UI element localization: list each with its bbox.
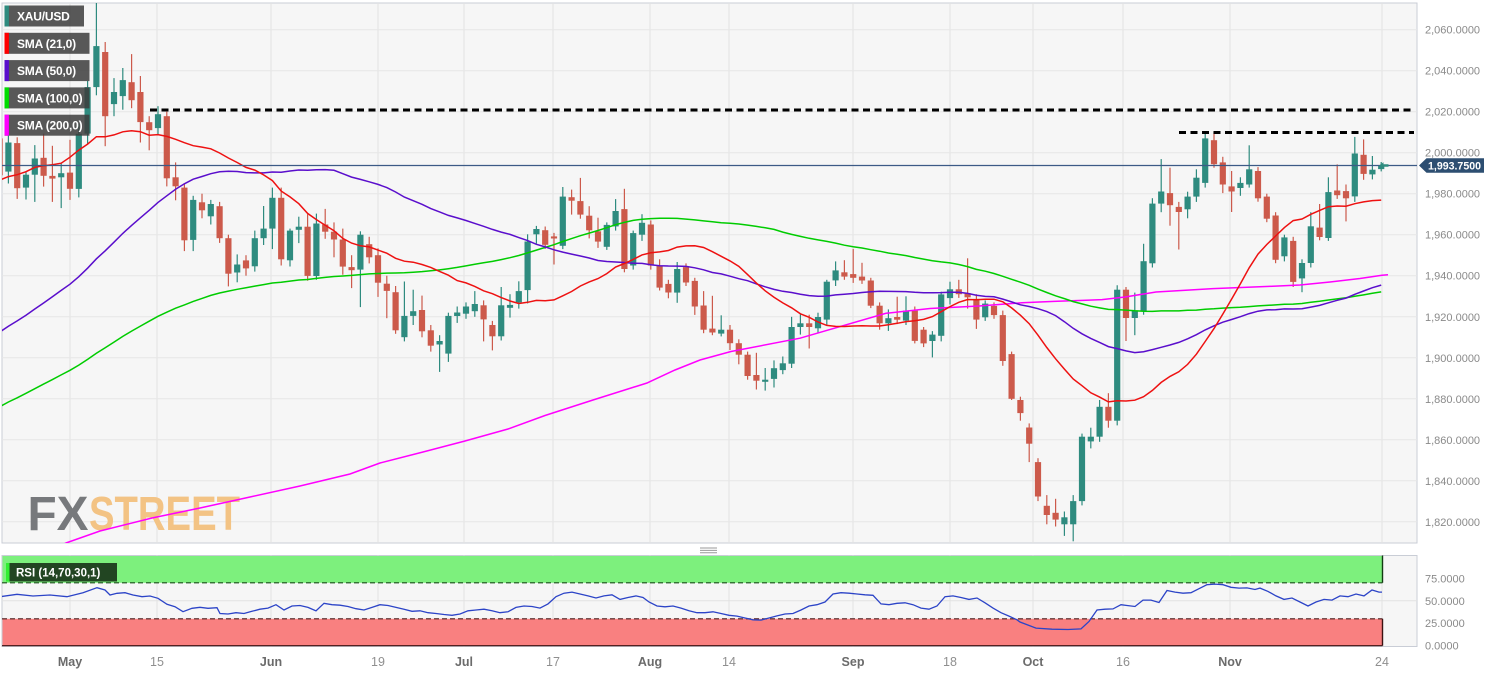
svg-text:19: 19: [371, 655, 385, 669]
svg-text:Jul: Jul: [455, 655, 473, 669]
svg-text:SMA (100,0): SMA (100,0): [17, 91, 83, 105]
svg-text:Nov: Nov: [1218, 655, 1242, 669]
svg-text:May: May: [58, 655, 82, 669]
svg-text:24: 24: [1375, 655, 1389, 669]
svg-text:2,040.0000: 2,040.0000: [1425, 66, 1480, 78]
svg-text:1,880.0000: 1,880.0000: [1425, 394, 1480, 406]
svg-text:14: 14: [722, 655, 736, 669]
svg-text:25.0000: 25.0000: [1425, 618, 1465, 630]
svg-text:16: 16: [1116, 655, 1130, 669]
svg-text:1,860.0000: 1,860.0000: [1425, 435, 1480, 447]
svg-text:75.0000: 75.0000: [1425, 573, 1465, 585]
svg-text:Sep: Sep: [842, 655, 865, 669]
svg-text:1,960.0000: 1,960.0000: [1425, 230, 1480, 242]
svg-text:Aug: Aug: [638, 655, 662, 669]
svg-text:1,920.0000: 1,920.0000: [1425, 312, 1480, 324]
svg-text:50.0000: 50.0000: [1425, 596, 1465, 608]
svg-text:1,900.0000: 1,900.0000: [1425, 353, 1480, 365]
svg-text:STREET: STREET: [89, 488, 240, 541]
svg-text:18: 18: [943, 655, 957, 669]
svg-text:2,000.0000: 2,000.0000: [1425, 148, 1480, 160]
svg-text:0.0000: 0.0000: [1425, 641, 1459, 653]
svg-text:SMA (21,0): SMA (21,0): [17, 37, 76, 51]
svg-text:17: 17: [546, 655, 560, 669]
svg-text:15: 15: [150, 655, 164, 669]
svg-text:RSI (14,70,30,1): RSI (14,70,30,1): [16, 568, 101, 580]
svg-text:1,940.0000: 1,940.0000: [1425, 271, 1480, 283]
svg-text:XAU/USD: XAU/USD: [17, 10, 70, 24]
svg-text:2,020.0000: 2,020.0000: [1425, 107, 1480, 119]
svg-text:Jun: Jun: [260, 655, 282, 669]
svg-text:1,980.0000: 1,980.0000: [1425, 189, 1480, 201]
svg-text:Oct: Oct: [1023, 655, 1045, 669]
svg-text:1,840.0000: 1,840.0000: [1425, 476, 1480, 488]
svg-text:1,820.0000: 1,820.0000: [1425, 517, 1480, 529]
svg-text:SMA (200,0): SMA (200,0): [17, 119, 83, 133]
svg-text:FX: FX: [28, 488, 89, 541]
svg-text:SMA (50,0): SMA (50,0): [17, 64, 76, 78]
svg-text:2,060.0000: 2,060.0000: [1425, 25, 1480, 37]
svg-text:1,993.7500: 1,993.7500: [1428, 161, 1481, 173]
